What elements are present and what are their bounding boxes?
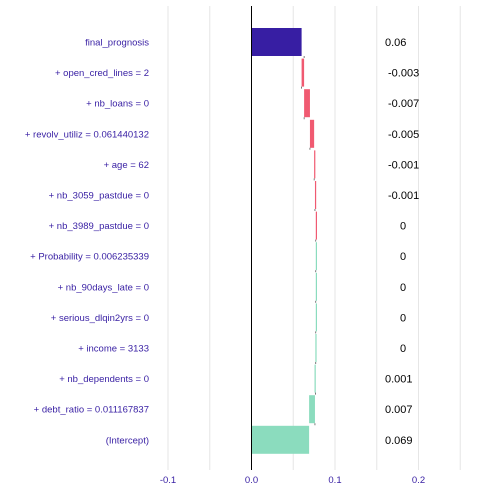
bar-7 (315, 242, 317, 271)
bar-9 (315, 303, 317, 332)
bar-1 (301, 58, 305, 87)
variable-label-13: (Intercept) (106, 435, 149, 446)
x-tick-label-1: 0.0 (245, 475, 258, 486)
value-label-3: -0.005 (388, 129, 419, 141)
value-label-6: 0 (400, 221, 406, 233)
value-label-1: -0.003 (388, 68, 419, 80)
bar-5 (314, 181, 317, 209)
value-labels: 0.06 -0.003 -0.007 -0.005 -0.001 -0.001 0 0 0 0 0 0… (385, 37, 419, 447)
variable-label-0: final_prognosis (85, 38, 149, 49)
value-label-8: 0 (400, 282, 406, 294)
bar-0 (251, 28, 302, 56)
bar-13 (251, 425, 310, 454)
bar-11 (314, 364, 316, 393)
variable-label-5: + nb_3059_pastdue = 0 (49, 191, 149, 202)
value-label-4: -0.001 (388, 159, 419, 171)
value-label-0: 0.06 (385, 37, 406, 49)
variable-labels: final_prognosis + open_cred_lines = 2 + nb… (25, 38, 149, 447)
variable-label-3: + revolv_utiliz = 0.061440132 (25, 129, 149, 140)
x-tick-label-3: 0.2 (412, 475, 425, 486)
value-label-10: 0 (400, 343, 406, 355)
variable-label-1: + open_cred_lines = 2 (55, 68, 149, 79)
bar-3 (309, 119, 315, 148)
variable-label-4: + age = 62 (104, 160, 149, 171)
variable-label-2: + nb_loans = 0 (86, 99, 149, 110)
x-tick-label-0: -0.1 (160, 475, 176, 486)
bar-12 (309, 395, 315, 424)
value-label-5: -0.001 (388, 190, 419, 202)
x-axis-ticks: -0.1 0.0 0.1 0.2 (160, 475, 425, 486)
value-label-11: 0.001 (385, 374, 413, 386)
x-tick-label-2: 0.1 (328, 475, 341, 486)
variable-label-8: + nb_90days_late = 0 (58, 282, 149, 293)
variable-label-12: + debt_ratio = 0.011167837 (34, 405, 149, 416)
bar-10 (315, 334, 317, 362)
bars (251, 28, 317, 454)
connectors (301, 56, 317, 426)
bar-6 (315, 211, 317, 240)
value-label-12: 0.007 (385, 404, 413, 416)
value-label-7: 0 (400, 251, 406, 263)
variable-label-6: + nb_3989_pastdue = 0 (49, 221, 149, 232)
variable-label-11: + nb_dependents = 0 (59, 374, 149, 385)
value-label-9: 0 (400, 312, 406, 324)
bar-4 (314, 150, 316, 179)
variable-label-10: + income = 3133 (78, 344, 149, 355)
variable-label-7: + Probability = 0.006235339 (30, 252, 149, 263)
bar-2 (304, 89, 310, 118)
value-label-13: 0.069 (385, 435, 413, 447)
bar-8 (315, 272, 317, 301)
variable-label-9: + serious_dlqin2yrs = 0 (51, 313, 149, 324)
value-label-2: -0.007 (388, 98, 419, 110)
